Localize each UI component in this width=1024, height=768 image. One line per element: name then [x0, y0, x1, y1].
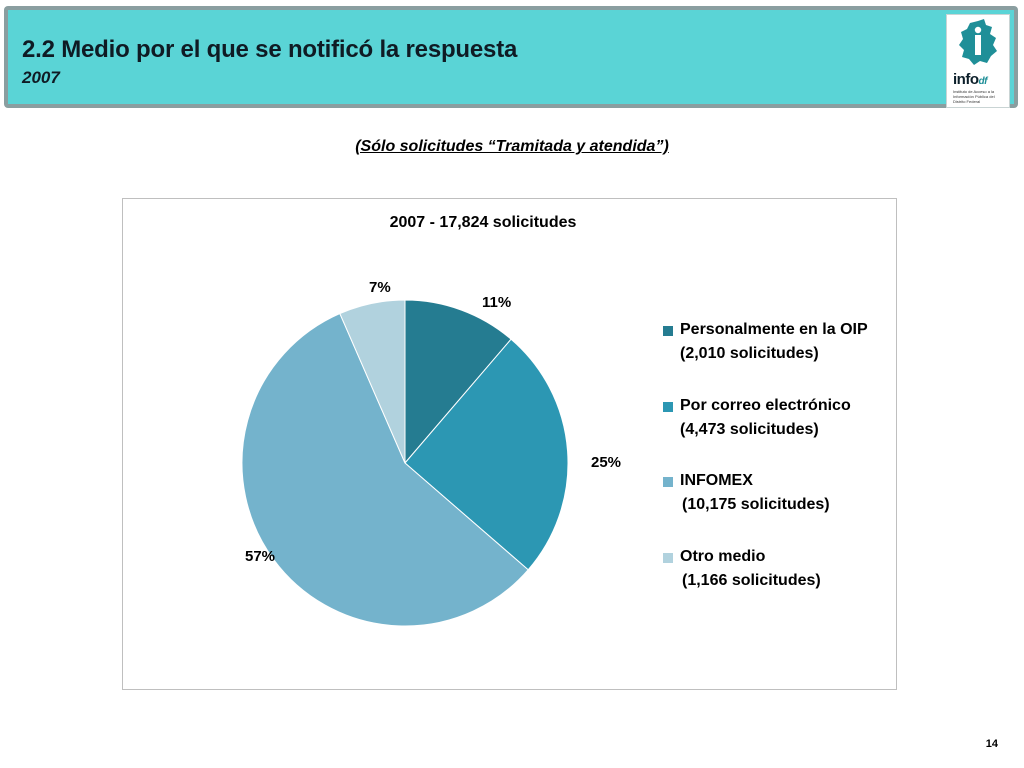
legend-count: (10,175 solicitudes)	[682, 496, 830, 513]
header-panel: 2.2 Medio por el que se notificó la resp…	[8, 10, 1014, 108]
logo-caption: Instituto de Acceso a la Información Púb…	[953, 89, 995, 104]
logo-wordmark: infodf	[953, 71, 987, 88]
pie-data-label-4: 7%	[369, 279, 391, 296]
pie-data-label-2: 25%	[591, 454, 621, 471]
df-map-logo-icon	[959, 19, 997, 65]
legend-label: Personalmente en la OIP	[680, 321, 868, 338]
legend-swatch	[663, 402, 673, 412]
legend-swatch	[663, 553, 673, 563]
header-bar: 2.2 Medio por el que se notificó la resp…	[4, 6, 1018, 108]
pie-chart: 11% 25% 57% 7%	[241, 279, 621, 627]
legend-label: Por correo electrónico	[680, 397, 851, 414]
page-number: 14	[985, 738, 998, 750]
legend-swatch	[663, 477, 673, 487]
legend-count: (1,166 solicitudes)	[682, 572, 821, 589]
infodf-logo: infodf Instituto de Acceso a la Informac…	[946, 14, 1010, 108]
pie-slice-2	[404, 338, 569, 571]
pie-slice-4	[339, 299, 406, 464]
pie-slice-3	[241, 312, 529, 627]
pie-slice-1	[404, 299, 512, 465]
legend-swatch	[663, 326, 673, 336]
chart-title: 2007 - 17,824 solicitudes	[389, 214, 577, 231]
legend-label: Otro medio	[680, 548, 766, 565]
pie-data-label-3: 57%	[245, 548, 275, 565]
legend-count: (2,010 solicitudes)	[680, 345, 819, 362]
page-title: 2.2 Medio por el que se notificó la resp…	[22, 36, 518, 63]
page-subtitle: 2007	[22, 68, 60, 87]
pie-data-label-1: 11%	[482, 294, 511, 311]
legend-count: (4,473 solicitudes)	[680, 421, 819, 438]
chart-frame: 2007 - 17,824 solicitudes 11% 25% 57% 7% Pe…	[122, 198, 897, 690]
legend-label: INFOMEX	[680, 472, 753, 489]
chart-note: (Sólo solicitudes “Tramitada y atendida”…	[355, 138, 669, 155]
